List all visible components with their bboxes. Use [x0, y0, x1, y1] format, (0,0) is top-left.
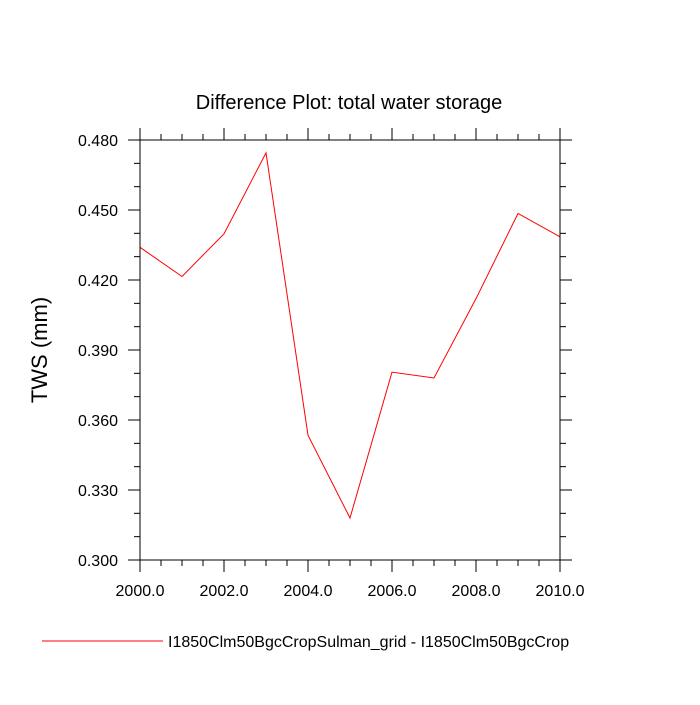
x-tick-label: 2002.0 — [200, 583, 249, 600]
plot-frame — [140, 140, 560, 560]
y-axis-label: TWS (mm) — [27, 297, 52, 403]
x-tick-label: 2000.0 — [116, 583, 165, 600]
x-tick-label: 2006.0 — [368, 583, 417, 600]
chart-title: Difference Plot: total water storage — [196, 92, 502, 114]
x-tick-label: 2010.0 — [536, 583, 585, 600]
y-tick-label: 0.330 — [78, 483, 118, 500]
y-tick-label: 0.390 — [78, 343, 118, 360]
y-tick-label: 0.300 — [78, 553, 118, 570]
y-tick-label: 0.420 — [78, 273, 118, 290]
legend: I1850Clm50BgcCropSulman_grid - I1850Clm5… — [42, 634, 569, 651]
series-layer — [140, 153, 560, 518]
axis-ticks: 2000.0 2002.0 2004.0 2006.0 2008.0 2010.0 0.30… — [78, 128, 585, 600]
x-tick-label: 2004.0 — [284, 583, 333, 600]
y-tick-label: 0.480 — [78, 133, 118, 150]
y-tick-label: 0.360 — [78, 413, 118, 430]
legend-label: I1850Clm50BgcCropSulman_grid - I1850Clm5… — [168, 634, 569, 651]
series-line-0 — [140, 153, 560, 518]
y-tick-label: 0.450 — [78, 203, 118, 220]
x-tick-label: 2008.0 — [452, 583, 501, 600]
